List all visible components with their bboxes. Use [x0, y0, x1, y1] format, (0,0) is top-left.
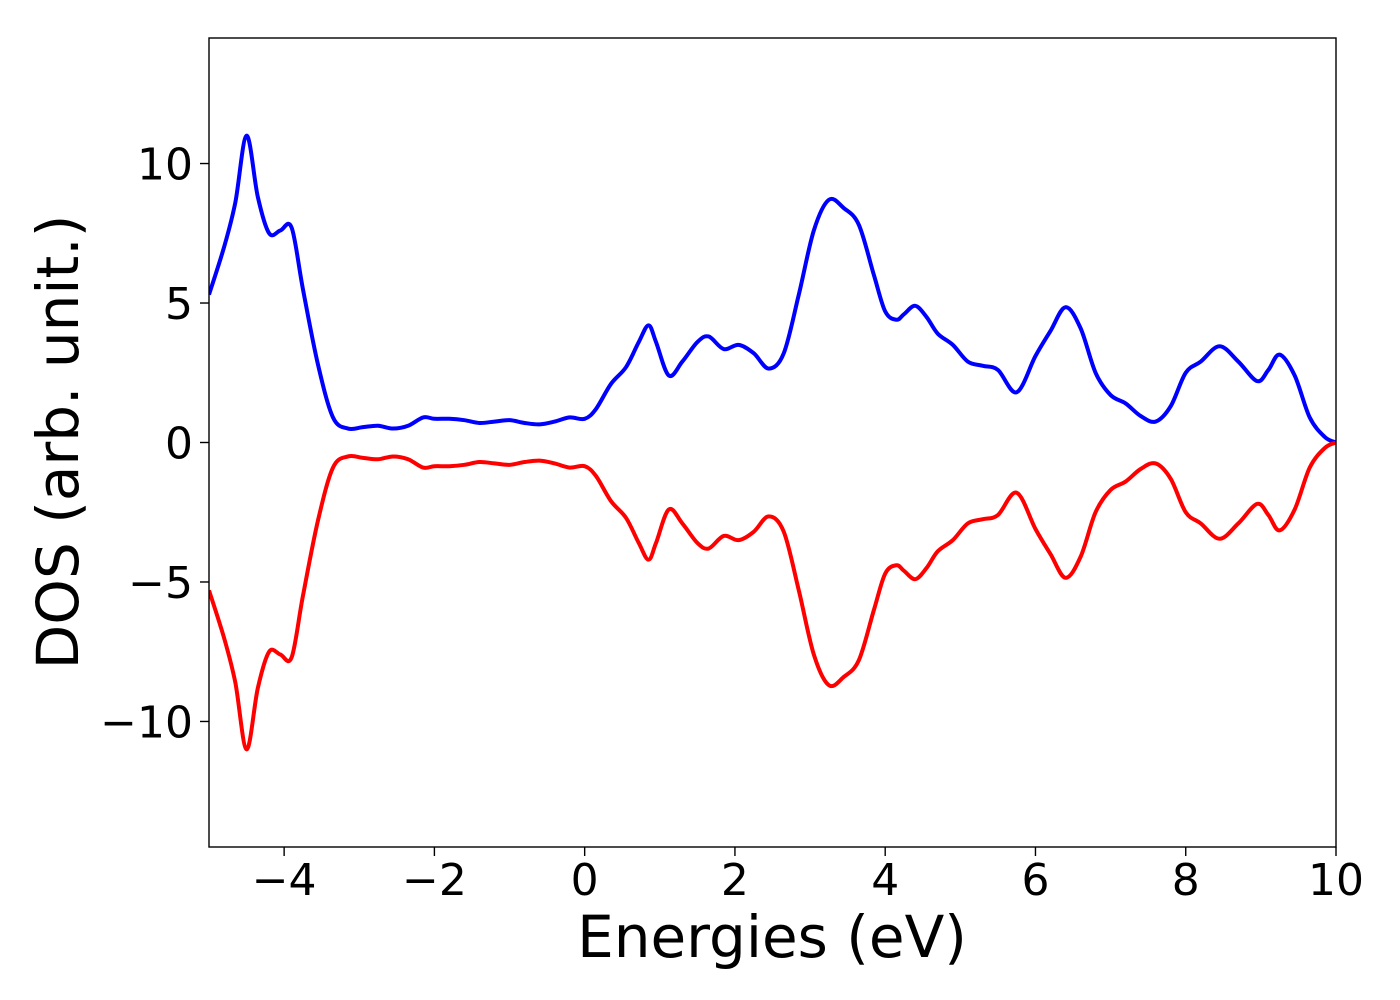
x-tick-label: 4 [871, 855, 899, 906]
x-tick-label: 10 [1308, 855, 1364, 906]
x-tick-label: −2 [402, 855, 467, 906]
x-axis: −4 −2 0 2 4 6 8 10 [252, 847, 1364, 906]
series-line-spin-up [209, 133, 1336, 445]
plot-background [209, 38, 1336, 847]
y-axis-label: DOS (arb. unit.) [24, 215, 92, 670]
y-tick-label: 0 [165, 419, 193, 470]
x-tick-label: 2 [721, 855, 749, 906]
series-layer [209, 133, 1336, 752]
x-tick-label: 0 [571, 855, 599, 906]
y-tick-label: 10 [137, 140, 193, 191]
y-tick-label: 5 [165, 279, 193, 330]
x-tick-label: 6 [1021, 855, 1049, 906]
x-axis-label: Energies (eV) [577, 903, 967, 971]
y-axis: −10 −5 0 5 10 [100, 140, 209, 748]
series-line-spin-down [209, 440, 1336, 752]
y-tick-label: −10 [100, 697, 193, 748]
x-tick-label: −4 [252, 855, 317, 906]
x-tick-label: 8 [1172, 855, 1200, 906]
y-tick-label: −5 [128, 558, 193, 609]
